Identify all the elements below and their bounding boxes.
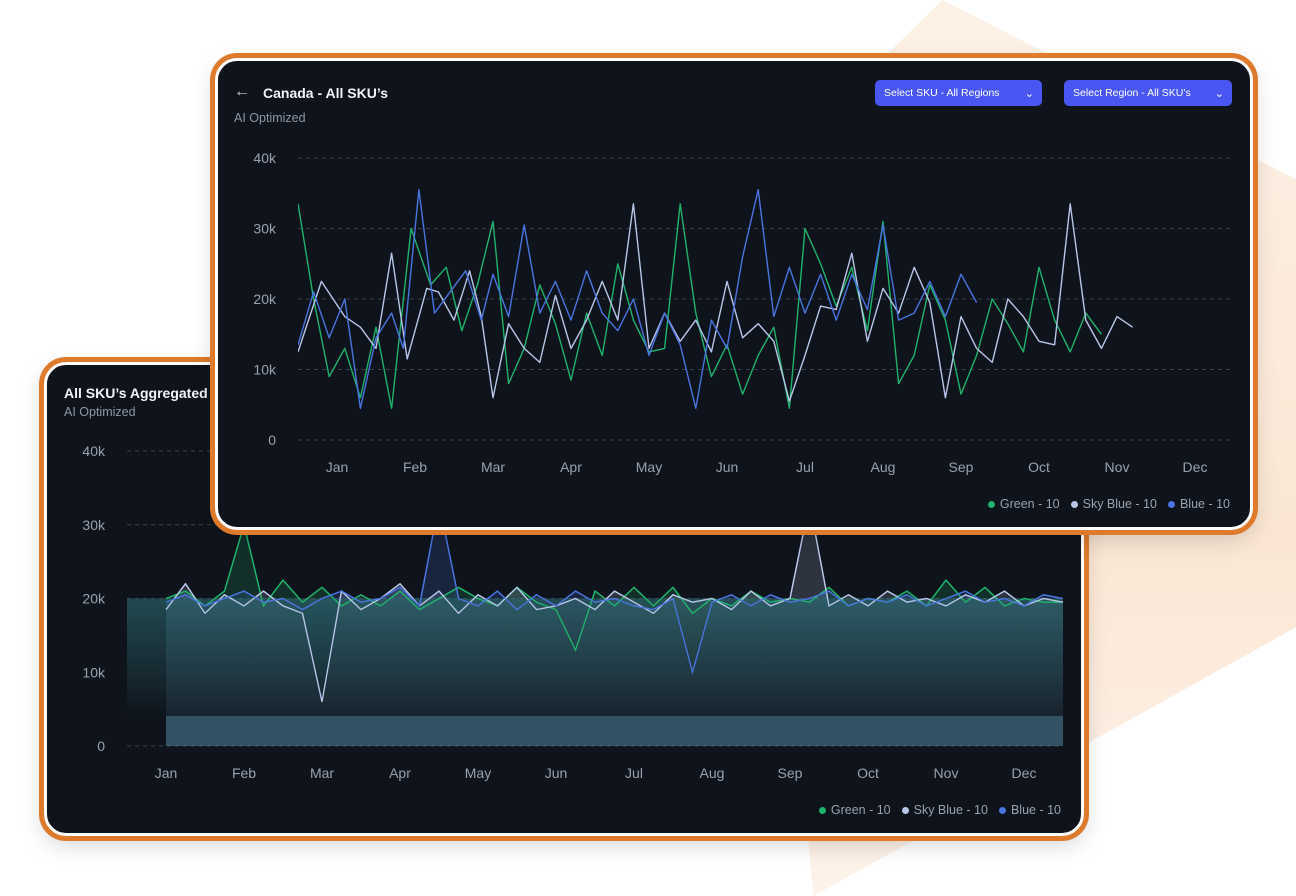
x-tick-label: Aug [700,765,725,781]
y-tick-label: 0 [97,738,105,754]
series-line [165,522,1063,652]
chart-legend: Green - 10 Sky Blue - 10 Blue - 10 [987,497,1230,511]
x-tick-label: Jun [545,765,568,781]
aggregated-area-chart: 0 10k 20k 30k 40k Jan Feb Mar Apr May Jun Jul Aug Sep… [82,443,1063,781]
series-line [165,502,1063,675]
x-tick-label: Mar [481,459,505,475]
legend-label: Green - 10 [999,497,1060,511]
legend-item: Green - 10 [987,497,1060,511]
y-tick-label: 0 [268,432,276,448]
x-tick-label: Oct [857,765,879,781]
legend-item: Blue - 10 [1167,497,1230,511]
series-line [165,502,1063,702]
chart-legend: Green - 10 Sky Blue - 10 Blue - 10 [818,803,1061,817]
chevron-down-icon: ⌄ [1024,87,1034,100]
x-tick-label: Dec [1012,765,1037,781]
legend-item: Sky Blue - 10 [1070,497,1157,511]
legend-label: Blue - 10 [1179,497,1230,511]
y-tick-label: 30k [253,221,277,237]
select-sku-dropdown[interactable]: Select SKU - All Regions ⌄ [875,80,1042,106]
legend-dot-icon [818,806,826,814]
x-tick-label: May [465,765,491,781]
y-tick-label: 40k [82,443,106,459]
card-title: All SKU’s Aggregated [64,385,208,401]
y-tick-label: 20k [253,291,277,307]
card-subtitle: AI Optimized [64,405,136,419]
y-tick-label: 20k [82,591,106,607]
legend-dot-icon [901,806,909,814]
x-tick-label: Jul [625,765,643,781]
x-tick-label: Dec [1183,459,1208,475]
canada-line-chart: 0 10k 20k 30k 40k Jan Feb Mar Apr May Jun Jul Aug Sep… [253,150,1234,475]
x-tick-label: Apr [560,459,582,475]
series-line [298,189,978,409]
x-tick-label: Aug [871,459,896,475]
x-tick-label: Apr [389,765,411,781]
chevron-down-icon: ⌄ [1214,87,1224,100]
legend-label: Green - 10 [830,803,891,817]
card-title: Canada - All SKU’s [263,85,388,101]
y-tick-label: 10k [253,362,277,378]
x-tick-label: Feb [403,459,427,475]
legend-dot-icon [1070,500,1078,508]
select-sku-label: Select SKU - All Regions [884,87,1000,99]
series-line [298,203,1102,409]
canada-chart-card: ← Canada - All SKU’s AI Optimized Select… [215,58,1253,530]
legend-item: Green - 10 [818,803,891,817]
legend-label: Blue - 10 [1010,803,1061,817]
x-tick-label: Mar [310,765,334,781]
back-arrow-icon[interactable]: ← [234,83,250,100]
x-tick-label: May [636,459,662,475]
legend-dot-icon [987,500,995,508]
y-tick-label: 30k [82,517,106,533]
x-tick-label: Nov [934,765,959,781]
legend-item: Blue - 10 [998,803,1061,817]
legend-label: Sky Blue - 10 [1082,497,1157,511]
x-tick-label: Jan [155,765,178,781]
x-tick-label: Feb [232,765,256,781]
y-tick-label: 40k [253,150,277,166]
x-tick-label: Sep [949,459,974,475]
legend-dot-icon [998,806,1006,814]
legend-label: Sky Blue - 10 [913,803,988,817]
x-tick-label: Sep [778,765,803,781]
x-tick-label: Nov [1105,459,1130,475]
select-region-dropdown[interactable]: Select Region - All SKU’s ⌄ [1064,80,1232,106]
card-subtitle: AI Optimized [234,111,306,125]
area-gradient-fill [127,598,1063,716]
legend-item: Sky Blue - 10 [901,803,988,817]
x-tick-label: Jan [326,459,349,475]
x-tick-label: Oct [1028,459,1050,475]
y-tick-label: 10k [82,664,106,680]
x-tick-label: Jun [716,459,739,475]
legend-dot-icon [1167,500,1175,508]
x-tick-label: Jul [796,459,814,475]
series-line [298,203,1133,402]
select-region-label: Select Region - All SKU’s [1073,87,1191,99]
